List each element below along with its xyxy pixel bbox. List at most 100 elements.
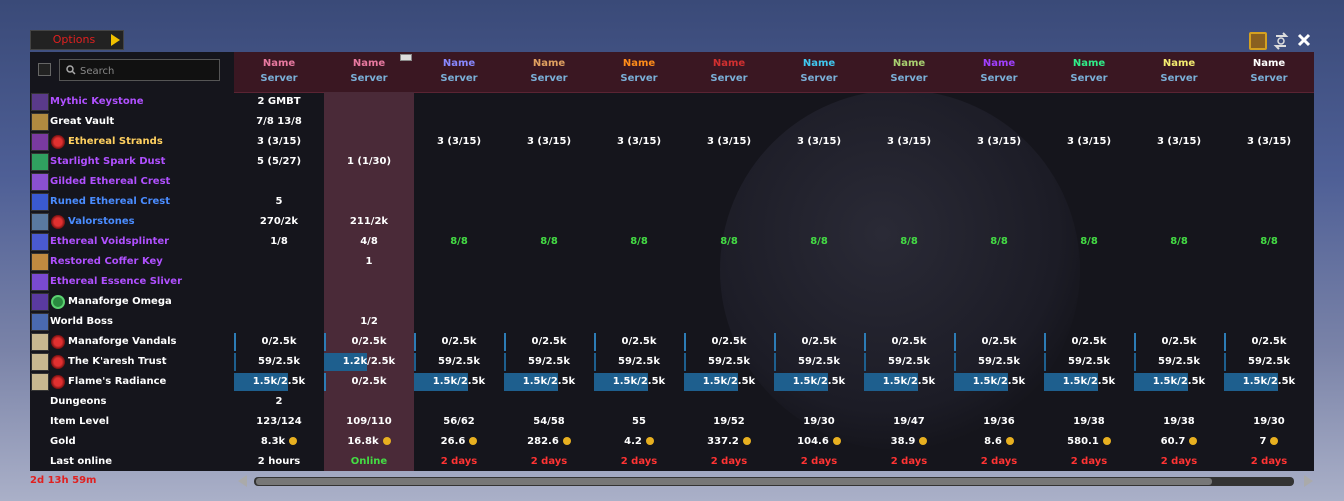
table-cell[interactable]: 8/8 [504, 232, 594, 252]
table-cell[interactable]: 19/38 [1134, 412, 1224, 432]
table-cell[interactable]: 0/2.5k [864, 332, 954, 352]
table-cell[interactable]: 2 days [1224, 452, 1314, 472]
table-cell[interactable]: 2 days [774, 452, 864, 472]
table-cell[interactable]: 1.5k/2.5k [1134, 372, 1224, 392]
table-cell[interactable]: 3 (3/15) [954, 132, 1044, 152]
table-cell[interactable]: 1 (1/30) [324, 152, 414, 172]
table-cell[interactable]: 3 (3/15) [1044, 132, 1134, 152]
column-header[interactable]: Name Server [414, 56, 504, 86]
table-cell[interactable]: 1.5k/2.5k [864, 372, 954, 392]
table-cell[interactable]: 4.2 [594, 432, 684, 452]
swap-icon[interactable] [1272, 32, 1290, 50]
table-cell[interactable]: 3 (3/15) [234, 132, 324, 152]
table-cell[interactable]: 55 [594, 412, 684, 432]
column-header[interactable]: Name Server [594, 56, 684, 86]
table-cell[interactable]: 19/30 [774, 412, 864, 432]
table-cell[interactable]: 337.2 [684, 432, 774, 452]
column-header[interactable]: Name Server [684, 56, 774, 86]
table-cell[interactable]: 2 days [864, 452, 954, 472]
table-cell[interactable]: 3 (3/15) [1134, 132, 1224, 152]
table-cell[interactable]: 282.6 [504, 432, 594, 452]
column-header[interactable]: Name Server [864, 56, 954, 86]
table-cell[interactable]: 0/2.5k [324, 332, 414, 352]
table-cell[interactable]: 16.8k [324, 432, 414, 452]
table-cell[interactable]: 0/2.5k [1224, 332, 1314, 352]
table-cell[interactable]: 1.5k/2.5k [684, 372, 774, 392]
table-cell[interactable]: 4/8 [324, 232, 414, 252]
table-cell[interactable]: 8.6 [954, 432, 1044, 452]
table-cell[interactable]: 8/8 [1224, 232, 1314, 252]
table-cell[interactable]: 54/58 [504, 412, 594, 432]
table-cell[interactable]: 211/2k [324, 212, 414, 232]
table-cell[interactable]: 0/2.5k [504, 332, 594, 352]
table-cell[interactable]: 0/2.5k [594, 332, 684, 352]
table-cell[interactable]: 8.3k [234, 432, 324, 452]
table-cell[interactable]: 8/8 [684, 232, 774, 252]
table-cell[interactable]: 56/62 [414, 412, 504, 432]
table-cell[interactable]: 0/2.5k [684, 332, 774, 352]
table-cell[interactable]: 2 days [594, 452, 684, 472]
table-cell[interactable]: 0/2.5k [1044, 332, 1134, 352]
table-cell[interactable]: 8/8 [1044, 232, 1134, 252]
table-cell[interactable]: 3 (3/15) [684, 132, 774, 152]
table-cell[interactable]: 2 days [954, 452, 1044, 472]
table-cell[interactable]: 59/2.5k [1224, 352, 1314, 372]
table-cell[interactable]: 0/2.5k [774, 332, 864, 352]
table-cell[interactable]: 1.5k/2.5k [954, 372, 1044, 392]
table-cell[interactable]: 59/2.5k [954, 352, 1044, 372]
table-cell[interactable]: 0/2.5k [234, 332, 324, 352]
table-cell[interactable]: 2 days [504, 452, 594, 472]
options-button[interactable]: Options [30, 30, 124, 50]
scrollbar-thumb[interactable] [256, 478, 1212, 485]
table-cell[interactable]: 109/110 [324, 412, 414, 432]
table-cell[interactable]: 59/2.5k [684, 352, 774, 372]
table-cell[interactable]: 3 (3/15) [774, 132, 864, 152]
table-cell[interactable]: 0/2.5k [1134, 332, 1224, 352]
table-cell[interactable]: 8/8 [864, 232, 954, 252]
table-cell[interactable]: 123/124 [234, 412, 324, 432]
table-cell[interactable]: 2 [234, 392, 324, 412]
column-header[interactable]: Name Server [774, 56, 864, 86]
table-cell[interactable]: 8/8 [594, 232, 684, 252]
table-cell[interactable]: 2 hours [234, 452, 324, 472]
table-cell[interactable]: 19/47 [864, 412, 954, 432]
column-header[interactable]: Name Server [1134, 56, 1224, 86]
table-cell[interactable]: 270/2k [234, 212, 324, 232]
table-cell[interactable]: 59/2.5k [234, 352, 324, 372]
table-cell[interactable]: 38.9 [864, 432, 954, 452]
table-cell[interactable]: 3 (3/15) [1224, 132, 1314, 152]
table-cell[interactable]: 1/2 [324, 312, 414, 332]
scroll-right-icon[interactable] [1304, 475, 1313, 487]
table-cell[interactable]: 2 days [684, 452, 774, 472]
table-cell[interactable]: 26.6 [414, 432, 504, 452]
table-cell[interactable]: 59/2.5k [414, 352, 504, 372]
table-cell[interactable]: 8/8 [414, 232, 504, 252]
close-icon[interactable] [1296, 32, 1314, 50]
table-cell[interactable]: 1.5k/2.5k [774, 372, 864, 392]
column-header[interactable]: Name Server [324, 56, 414, 86]
table-cell[interactable]: 1.5k/2.5k [504, 372, 594, 392]
table-cell[interactable]: 0/2.5k [414, 332, 504, 352]
table-cell[interactable]: 1.5k/2.5k [594, 372, 684, 392]
table-cell[interactable]: 19/52 [684, 412, 774, 432]
table-cell[interactable]: 59/2.5k [864, 352, 954, 372]
table-cell[interactable]: 5 (5/27) [234, 152, 324, 172]
table-cell[interactable]: 7 [1224, 432, 1314, 452]
table-cell[interactable]: 3 (3/15) [594, 132, 684, 152]
table-cell[interactable]: 2 days [1134, 452, 1224, 472]
table-cell[interactable]: 1.2k/2.5k [324, 352, 414, 372]
column-header[interactable]: Name Server [1044, 56, 1134, 86]
table-cell[interactable]: 2 days [1044, 452, 1134, 472]
table-cell[interactable]: 60.7 [1134, 432, 1224, 452]
table-cell[interactable]: 2 GMBT [234, 92, 324, 112]
table-cell[interactable]: 580.1 [1044, 432, 1134, 452]
table-cell[interactable]: 1.5k/2.5k [1224, 372, 1314, 392]
table-cell[interactable]: 19/38 [1044, 412, 1134, 432]
table-cell[interactable]: 19/30 [1224, 412, 1314, 432]
table-cell[interactable]: 0/2.5k [954, 332, 1044, 352]
table-cell[interactable]: 3 (3/15) [864, 132, 954, 152]
table-cell[interactable]: 0/2.5k [324, 372, 414, 392]
table-cell[interactable]: 1.5k/2.5k [1044, 372, 1134, 392]
search-input[interactable] [78, 62, 218, 80]
table-cell[interactable]: 5 [234, 192, 324, 212]
